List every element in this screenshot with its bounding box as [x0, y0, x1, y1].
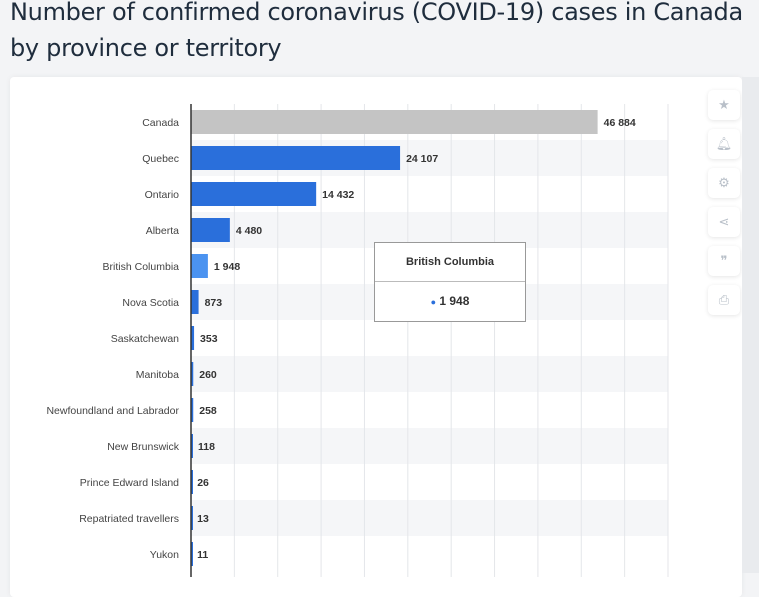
tooltip: British Columbia ● 1 948 [374, 242, 526, 322]
category-label: Yukon [150, 549, 179, 561]
category-label: Ontario [145, 189, 180, 201]
category-label: Alberta [146, 225, 179, 237]
bar-chart: Canada 46 884 Quebec 24 107 Ontario 14 432 Alb… [46, 104, 669, 577]
series-dot-icon: ● [430, 297, 437, 307]
data-label: 4 480 [236, 225, 262, 237]
tooltip-title: British Columbia [375, 243, 525, 282]
data-label: 46 884 [604, 117, 636, 129]
bar [191, 506, 193, 530]
row-band [191, 428, 668, 464]
category-label: Prince Edward Island [80, 477, 179, 489]
bar [191, 254, 208, 278]
row-band [191, 356, 668, 392]
bar [191, 110, 598, 134]
category-label: Saskatchewan [111, 333, 179, 345]
data-label: 260 [199, 369, 217, 381]
bar [191, 146, 401, 170]
category-label: Nova Scotia [122, 297, 179, 309]
data-label: 11 [197, 549, 208, 561]
bar [191, 434, 193, 458]
data-label: 353 [200, 333, 218, 345]
bar [191, 542, 193, 566]
category-label: New Brunswick [107, 441, 180, 453]
page-title: Number of confirmed coronavirus (COVID-1… [10, 0, 743, 62]
category-label: Manitoba [136, 369, 179, 381]
bar [191, 362, 194, 386]
category-label: Newfoundland and Labrador [46, 405, 179, 417]
bell-icon[interactable]: 🔔︎ [708, 129, 740, 159]
bar [191, 398, 194, 422]
category-label: Repatriated travellers [79, 513, 179, 525]
star-icon[interactable]: ★ [708, 90, 740, 120]
bar [191, 290, 199, 314]
bar [191, 470, 193, 494]
bar [191, 182, 317, 206]
tooltip-value: 1 948 [439, 294, 470, 308]
data-label: 14 432 [322, 189, 354, 201]
share-icon[interactable]: ⋖ [708, 207, 740, 237]
category-label: Canada [142, 117, 179, 129]
chart-card: Canada 46 884 Quebec 24 107 Ontario 14 432 Alb… [10, 77, 742, 597]
quote-icon[interactable]: ❞ [708, 246, 740, 276]
data-label: 118 [198, 441, 215, 453]
data-label: 258 [199, 405, 217, 417]
bar [191, 218, 230, 242]
gear-icon[interactable]: ⚙ [708, 168, 740, 198]
category-label: Quebec [142, 153, 179, 165]
data-label: 24 107 [406, 153, 438, 165]
print-icon[interactable]: ⎙ [708, 285, 740, 315]
data-label: 1 948 [214, 261, 240, 273]
data-label: 13 [197, 513, 209, 525]
data-label: 26 [197, 477, 209, 489]
data-label: 873 [205, 297, 223, 309]
row-band [191, 500, 668, 536]
scrollbar[interactable] [742, 77, 759, 573]
category-label: British Columbia [103, 261, 180, 273]
bar [191, 326, 195, 350]
